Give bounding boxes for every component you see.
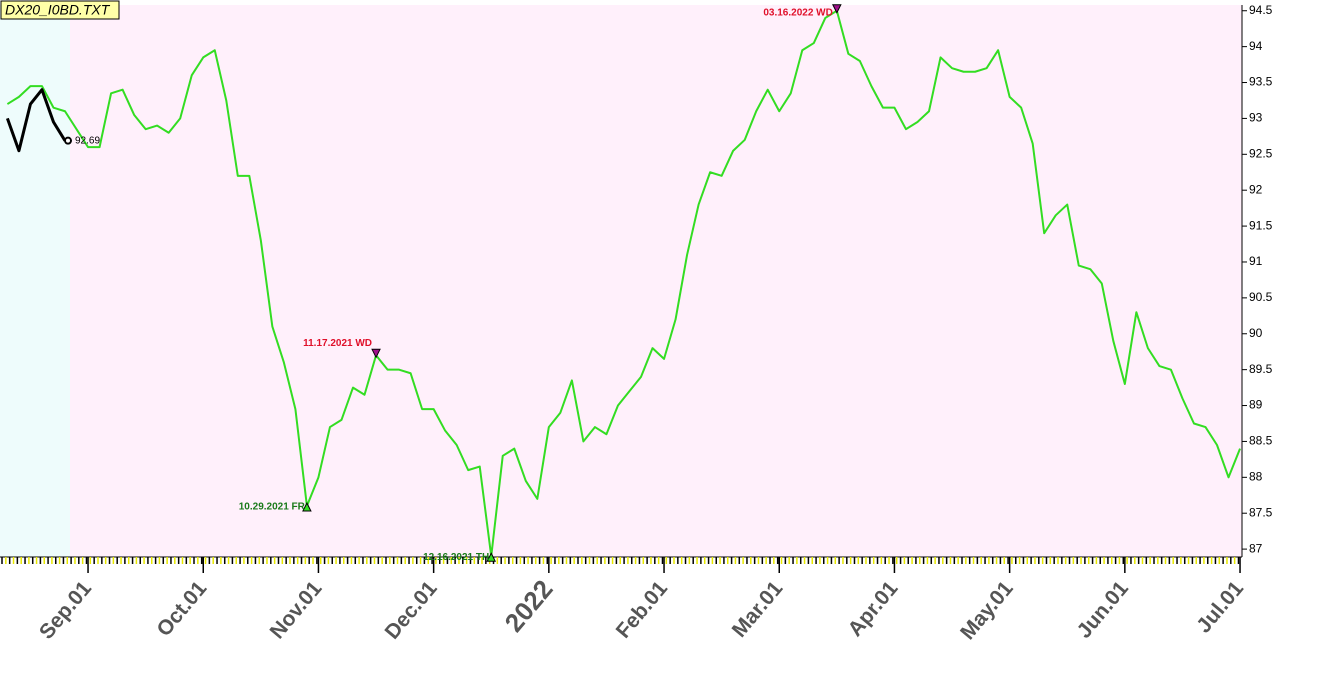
series-line [6, 9, 1241, 558]
y-tick-label: 88 [1249, 469, 1263, 483]
y-tick-label: 87 [1249, 541, 1263, 555]
pivot-label: 11.17.2021 WD [303, 338, 372, 349]
y-tick-label: 92 [1249, 182, 1263, 196]
y-tick-label: 94 [1249, 39, 1263, 53]
y-tick-label: 90.5 [1249, 290, 1273, 304]
y-tick-label: 88.5 [1249, 434, 1273, 448]
pivot-label: 03.16.2022 WD [763, 8, 833, 19]
x-tick-label: Mar.01 [728, 577, 788, 642]
current-period-band [70, 5, 1242, 557]
low-marker [302, 501, 312, 512]
x-tick-label: Feb.01 [612, 577, 673, 643]
pivot-label: 12.16.2021 TH [423, 552, 489, 563]
x-tick-label: Oct.01 [152, 577, 211, 641]
x-tick-label: 2022 [499, 574, 559, 638]
y-tick-label: 92.5 [1249, 146, 1273, 160]
y-tick-label: 94.5 [1249, 3, 1273, 17]
y-tick-label: 87.5 [1249, 505, 1273, 519]
pivot-label: 10.29.2021 FR [239, 502, 306, 513]
x-tick-label: Apr.01 [844, 577, 903, 641]
y-tick-label: 93.5 [1249, 75, 1273, 89]
y-tick-label: 91 [1249, 254, 1263, 268]
last-value-label: 92.69 [75, 135, 100, 146]
x-tick-label: Nov.01 [266, 577, 327, 644]
title-box [0, 0, 120, 20]
x-tick-label: Jun.01 [1073, 577, 1134, 643]
x-tick-label: Sep.01 [35, 577, 96, 644]
last-point [64, 136, 72, 145]
y-tick-label: 89.5 [1249, 362, 1273, 376]
high-marker [832, 4, 842, 14]
prior-period-band [0, 5, 70, 557]
x-tick-label: Dec.01 [381, 577, 442, 644]
x-tick-label: Jul.01 [1192, 577, 1248, 638]
high-marker [371, 348, 381, 359]
y-tick-label: 93 [1249, 111, 1263, 125]
series-line [5, 88, 67, 153]
y-tick-label: 90 [1249, 326, 1263, 340]
chart-title: DX20_I0BD.TXT [5, 2, 111, 18]
x-tick-label: May.01 [956, 577, 1018, 644]
low-marker [486, 552, 497, 562]
y-tick-label: 91.5 [1249, 218, 1273, 232]
y-tick-label: 89 [1249, 398, 1263, 412]
